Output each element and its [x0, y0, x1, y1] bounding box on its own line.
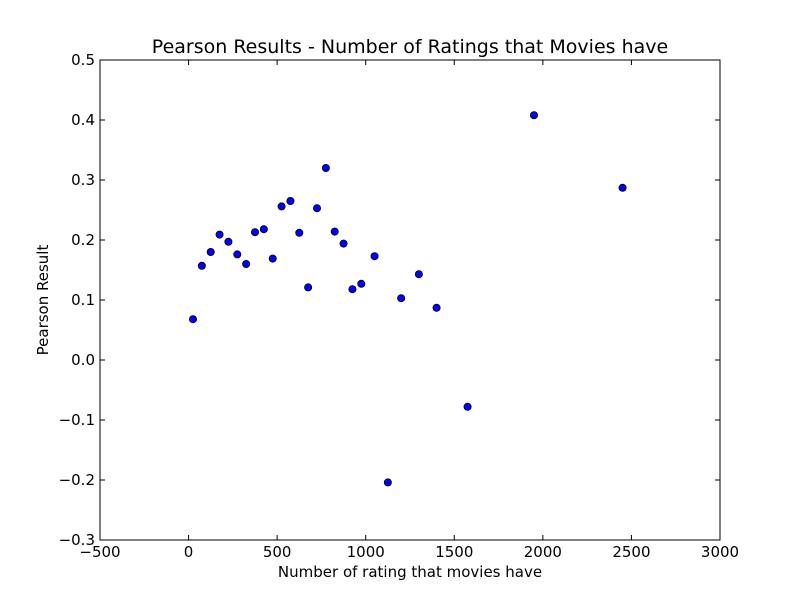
data-point — [348, 285, 357, 294]
data-point — [259, 225, 268, 234]
data-point — [250, 228, 259, 237]
data-points — [188, 111, 627, 487]
y-tick-label: 0.3 — [71, 171, 95, 189]
axis-ticks: −500 0 500 1000 1500 2000 2500 3000 −0.3 −0.2 −0.1… — [59, 51, 740, 561]
y-tick-label: −0.3 — [59, 531, 95, 549]
data-point — [268, 254, 277, 263]
x-tick-label: −500 — [79, 543, 120, 561]
x-tick-label: 0 — [184, 543, 194, 561]
data-point — [370, 252, 379, 261]
y-tick-label: −0.1 — [59, 411, 95, 429]
data-point — [357, 279, 366, 288]
data-point — [286, 196, 295, 205]
data-point — [197, 261, 206, 270]
y-tick-label: 0.2 — [71, 231, 95, 249]
data-point — [618, 183, 627, 192]
data-point — [188, 315, 197, 324]
data-point — [304, 283, 313, 292]
x-tick-label: 2500 — [612, 543, 650, 561]
y-tick-label: 0.4 — [71, 111, 95, 129]
data-point — [397, 294, 406, 303]
data-point — [321, 163, 330, 172]
data-point — [330, 227, 339, 236]
data-point — [383, 478, 392, 487]
data-point — [530, 111, 539, 120]
data-point — [206, 247, 215, 256]
data-point — [414, 270, 423, 279]
x-tick-label: 3000 — [701, 543, 739, 561]
data-point — [242, 259, 251, 268]
x-tick-label: 1000 — [347, 543, 385, 561]
data-point — [463, 402, 472, 411]
data-point — [277, 202, 286, 211]
data-point — [339, 239, 348, 248]
plot-frame — [99, 59, 721, 541]
y-tick-label: 0.0 — [71, 351, 95, 369]
y-tick-label: 0.5 — [71, 51, 95, 69]
y-tick-label: 0.1 — [71, 291, 95, 309]
data-point — [312, 204, 321, 213]
y-axis-label: Pearson Result — [34, 245, 52, 356]
chart-title: Pearson Results - Number of Ratings that… — [152, 36, 668, 58]
data-point — [215, 230, 224, 239]
x-tick-label: 500 — [263, 543, 292, 561]
y-tick-label: −0.2 — [59, 471, 95, 489]
data-point — [432, 303, 441, 312]
data-point — [295, 228, 304, 237]
x-tick-label: 2000 — [524, 543, 562, 561]
data-point — [233, 250, 242, 259]
x-axis-label: Number of rating that movies have — [278, 563, 542, 581]
x-tick-label: 1500 — [435, 543, 473, 561]
data-point — [224, 237, 233, 246]
